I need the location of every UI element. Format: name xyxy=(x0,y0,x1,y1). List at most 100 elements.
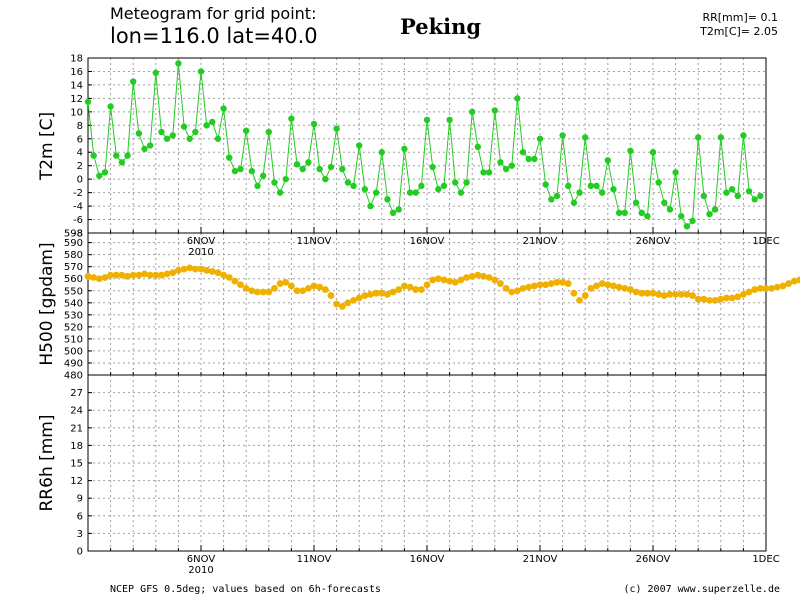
h500-point xyxy=(683,290,691,298)
h500-point xyxy=(446,277,453,285)
h500-point xyxy=(169,269,177,277)
t2m-point xyxy=(440,182,448,190)
t2m-point xyxy=(101,169,109,176)
t2m-point xyxy=(226,154,233,161)
h500-point xyxy=(514,287,521,295)
h500-point xyxy=(90,274,98,281)
h500-point xyxy=(536,281,544,289)
t2m-point xyxy=(723,189,730,196)
y-tick-label: 598 xyxy=(64,229,83,240)
t2m-point xyxy=(203,122,210,129)
t2m-point xyxy=(644,212,651,220)
h500-point xyxy=(180,265,188,273)
t2m-point xyxy=(525,155,532,163)
x-tick-sublabel: 2010 xyxy=(188,565,213,576)
h500-point xyxy=(530,282,538,290)
y-tick-label: 550 xyxy=(64,286,83,297)
h500-point xyxy=(406,283,414,291)
h500-point xyxy=(497,280,504,287)
h500-point xyxy=(587,284,595,292)
t2m-point xyxy=(502,165,510,173)
t2m-point xyxy=(615,209,623,217)
h500-point xyxy=(259,288,267,296)
t2m-point xyxy=(627,147,634,155)
h500-point xyxy=(389,288,397,296)
h500-point xyxy=(525,283,533,291)
h500-point xyxy=(632,288,640,296)
t2m-point xyxy=(593,182,600,190)
h500-point xyxy=(576,296,583,304)
h500-point xyxy=(367,290,374,298)
t2m-scale-note: T2m[C]= 2.05 xyxy=(700,25,778,38)
y-tick-label: 510 xyxy=(64,334,83,345)
t2m-point xyxy=(751,196,758,203)
h500-point xyxy=(785,280,792,287)
h500-point xyxy=(553,278,561,286)
t2m-point xyxy=(276,189,284,196)
t2m-point xyxy=(152,69,159,77)
h500-point xyxy=(293,287,301,295)
t2m-point xyxy=(576,189,583,196)
t2m-series-line xyxy=(87,63,761,228)
h500-point xyxy=(158,271,165,279)
h500-point xyxy=(254,288,261,296)
h500-point xyxy=(440,276,448,284)
t2m-point xyxy=(169,132,176,139)
h500-point xyxy=(740,290,747,298)
h500-point xyxy=(728,294,736,302)
h500-point xyxy=(237,281,244,289)
t2m-point xyxy=(271,179,278,186)
t2m-point xyxy=(406,189,414,196)
h500-point xyxy=(214,269,222,277)
h500-point xyxy=(333,300,340,308)
x-tick-label: 6NOV xyxy=(187,554,216,565)
x-tick-label: 1DEC xyxy=(752,554,779,565)
t2m-point xyxy=(695,134,702,141)
h500-point xyxy=(191,265,199,273)
h500-point xyxy=(220,271,228,279)
y-tick-label: 12 xyxy=(70,94,83,105)
t2m-point xyxy=(384,196,391,203)
h500-point xyxy=(762,284,770,292)
y-tick-label: -4 xyxy=(73,202,83,213)
y-tick-label: 530 xyxy=(64,310,83,321)
h500-point xyxy=(107,271,114,279)
t2m-point xyxy=(514,95,521,102)
t2m-point xyxy=(429,163,436,171)
t2m-point xyxy=(310,120,318,128)
t2m-point xyxy=(175,60,182,67)
h500-point xyxy=(564,280,572,287)
t2m-point xyxy=(542,181,549,188)
t2m-point xyxy=(124,152,131,159)
t2m-point xyxy=(141,145,148,153)
h500-point xyxy=(146,271,154,279)
h500-point xyxy=(95,275,103,283)
h500-point xyxy=(627,286,634,293)
h500-point xyxy=(474,271,482,279)
t2m-point xyxy=(96,172,103,179)
h500-point xyxy=(723,294,730,302)
t2m-point xyxy=(655,179,662,186)
h500-axis-title: H500 [gpdam] xyxy=(37,242,57,365)
t2m-point xyxy=(180,123,188,130)
t2m-point xyxy=(683,223,691,230)
h500-point xyxy=(468,272,476,280)
t2m-point xyxy=(452,179,459,186)
x-tick-label: 26NOV xyxy=(636,554,671,565)
t2m-point xyxy=(587,182,595,190)
t2m-point xyxy=(254,182,261,190)
h500-point xyxy=(304,284,312,292)
x-tick-label: 6NOV xyxy=(187,236,216,247)
y-tick-label: 0 xyxy=(77,175,83,186)
t2m-point xyxy=(401,145,408,153)
h500-point xyxy=(485,274,493,281)
x-tick-sublabel: 2010 xyxy=(188,247,213,258)
h500-point xyxy=(598,280,606,287)
h500-point xyxy=(700,295,708,303)
h500-point xyxy=(434,275,442,283)
h500-point xyxy=(197,265,205,273)
t2m-point xyxy=(344,179,352,186)
t2m-point xyxy=(163,135,171,142)
y-tick-label: -2 xyxy=(73,188,83,199)
